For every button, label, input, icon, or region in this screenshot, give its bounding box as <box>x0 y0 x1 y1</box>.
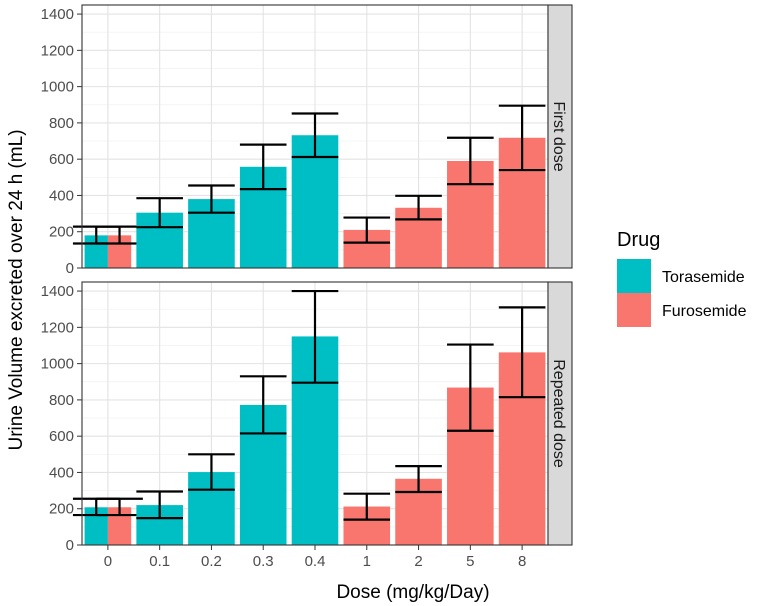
facet-strip-label: Repeated dose <box>550 359 567 468</box>
error-bar-furosemide-0 <box>96 225 143 245</box>
error-bar-furosemide-0 <box>96 497 143 517</box>
error-bar-torasemide-0_1 <box>136 490 183 520</box>
error-bar-torasemide-0_1 <box>136 197 183 229</box>
x-tick-label: 0 <box>104 553 112 570</box>
error-bar-furosemide-8 <box>498 104 546 172</box>
y-tick-label: 200 <box>49 224 74 241</box>
legend-swatch-torasemide <box>617 259 651 293</box>
y-tick-label: 600 <box>49 428 74 445</box>
error-bar-furosemide-8 <box>498 306 546 399</box>
error-bar-torasemide-0_3 <box>239 375 287 435</box>
y-tick-label: 1200 <box>41 319 74 336</box>
y-tick-label: 1200 <box>41 42 74 59</box>
x-tick-label: 0.3 <box>253 553 274 570</box>
y-tick-label: 600 <box>49 151 74 168</box>
error-bar-furosemide-5 <box>447 343 494 432</box>
legend-title: Drug <box>617 229 660 251</box>
error-bar-furosemide-2 <box>395 194 442 221</box>
error-bar-torasemide-0_3 <box>239 143 287 191</box>
error-bar-furosemide-1 <box>343 492 391 521</box>
y-axis-label: Urine Volume excreted over 24 h (mL) <box>6 129 27 450</box>
legend-label-furosemide: Furosemide <box>662 303 747 320</box>
x-axis-label: Dose (mg/kg/Day) <box>336 582 489 603</box>
y-tick-label: 800 <box>49 392 74 409</box>
bar-furosemide-0 <box>107 507 132 545</box>
y-tick-label: 400 <box>49 464 74 481</box>
error-bar-torasemide-0_2 <box>188 184 235 214</box>
panel-repeated-dose: 0 200 400 600 800 1000 1200 1400 Repeated dose 0 0… <box>41 281 573 570</box>
x-tick-label: 0.4 <box>305 553 326 570</box>
y-tick-label: 400 <box>49 187 74 204</box>
chart-panels: 0 200 400 600 800 1000 1200 1400 First dose 0 200 4… <box>41 4 573 570</box>
x-tick-label: 0.1 <box>149 553 170 570</box>
error-bar-torasemide-0_4 <box>291 289 339 384</box>
y-tick-label: 1000 <box>41 356 74 373</box>
facet-strip-label: First dose <box>550 101 567 171</box>
error-bar-furosemide-2 <box>395 465 442 494</box>
y-tick-label: 800 <box>49 115 74 132</box>
x-tick-label: 2 <box>414 553 422 570</box>
legend: Drug Torasemide Furosemide <box>617 229 747 327</box>
x-tick-label: 0.2 <box>201 553 222 570</box>
y-tick-label: 0 <box>66 537 74 554</box>
y-tick-label: 0 <box>66 260 74 277</box>
y-tick-label: 1000 <box>41 79 74 96</box>
error-bar-furosemide-1 <box>343 216 391 244</box>
error-bar-torasemide-0_2 <box>188 453 235 491</box>
error-bar-furosemide-5 <box>447 136 494 186</box>
x-tick-label: 5 <box>466 553 474 570</box>
panel-first-dose: 0 200 400 600 800 1000 1200 1400 First dose <box>41 4 573 277</box>
facet-strip <box>547 281 573 546</box>
y-tick-label: 1400 <box>41 283 74 300</box>
x-tick-label: 8 <box>518 553 526 570</box>
y-tick-label: 1400 <box>41 6 74 23</box>
x-tick-label: 1 <box>363 553 371 570</box>
error-bar-torasemide-0_4 <box>291 112 339 159</box>
bar-torasemide-0 <box>84 507 108 545</box>
legend-swatch-furosemide <box>617 293 651 327</box>
facet-strip <box>547 4 573 269</box>
legend-label-torasemide: Torasemide <box>662 269 745 286</box>
y-tick-label: 200 <box>49 501 74 518</box>
